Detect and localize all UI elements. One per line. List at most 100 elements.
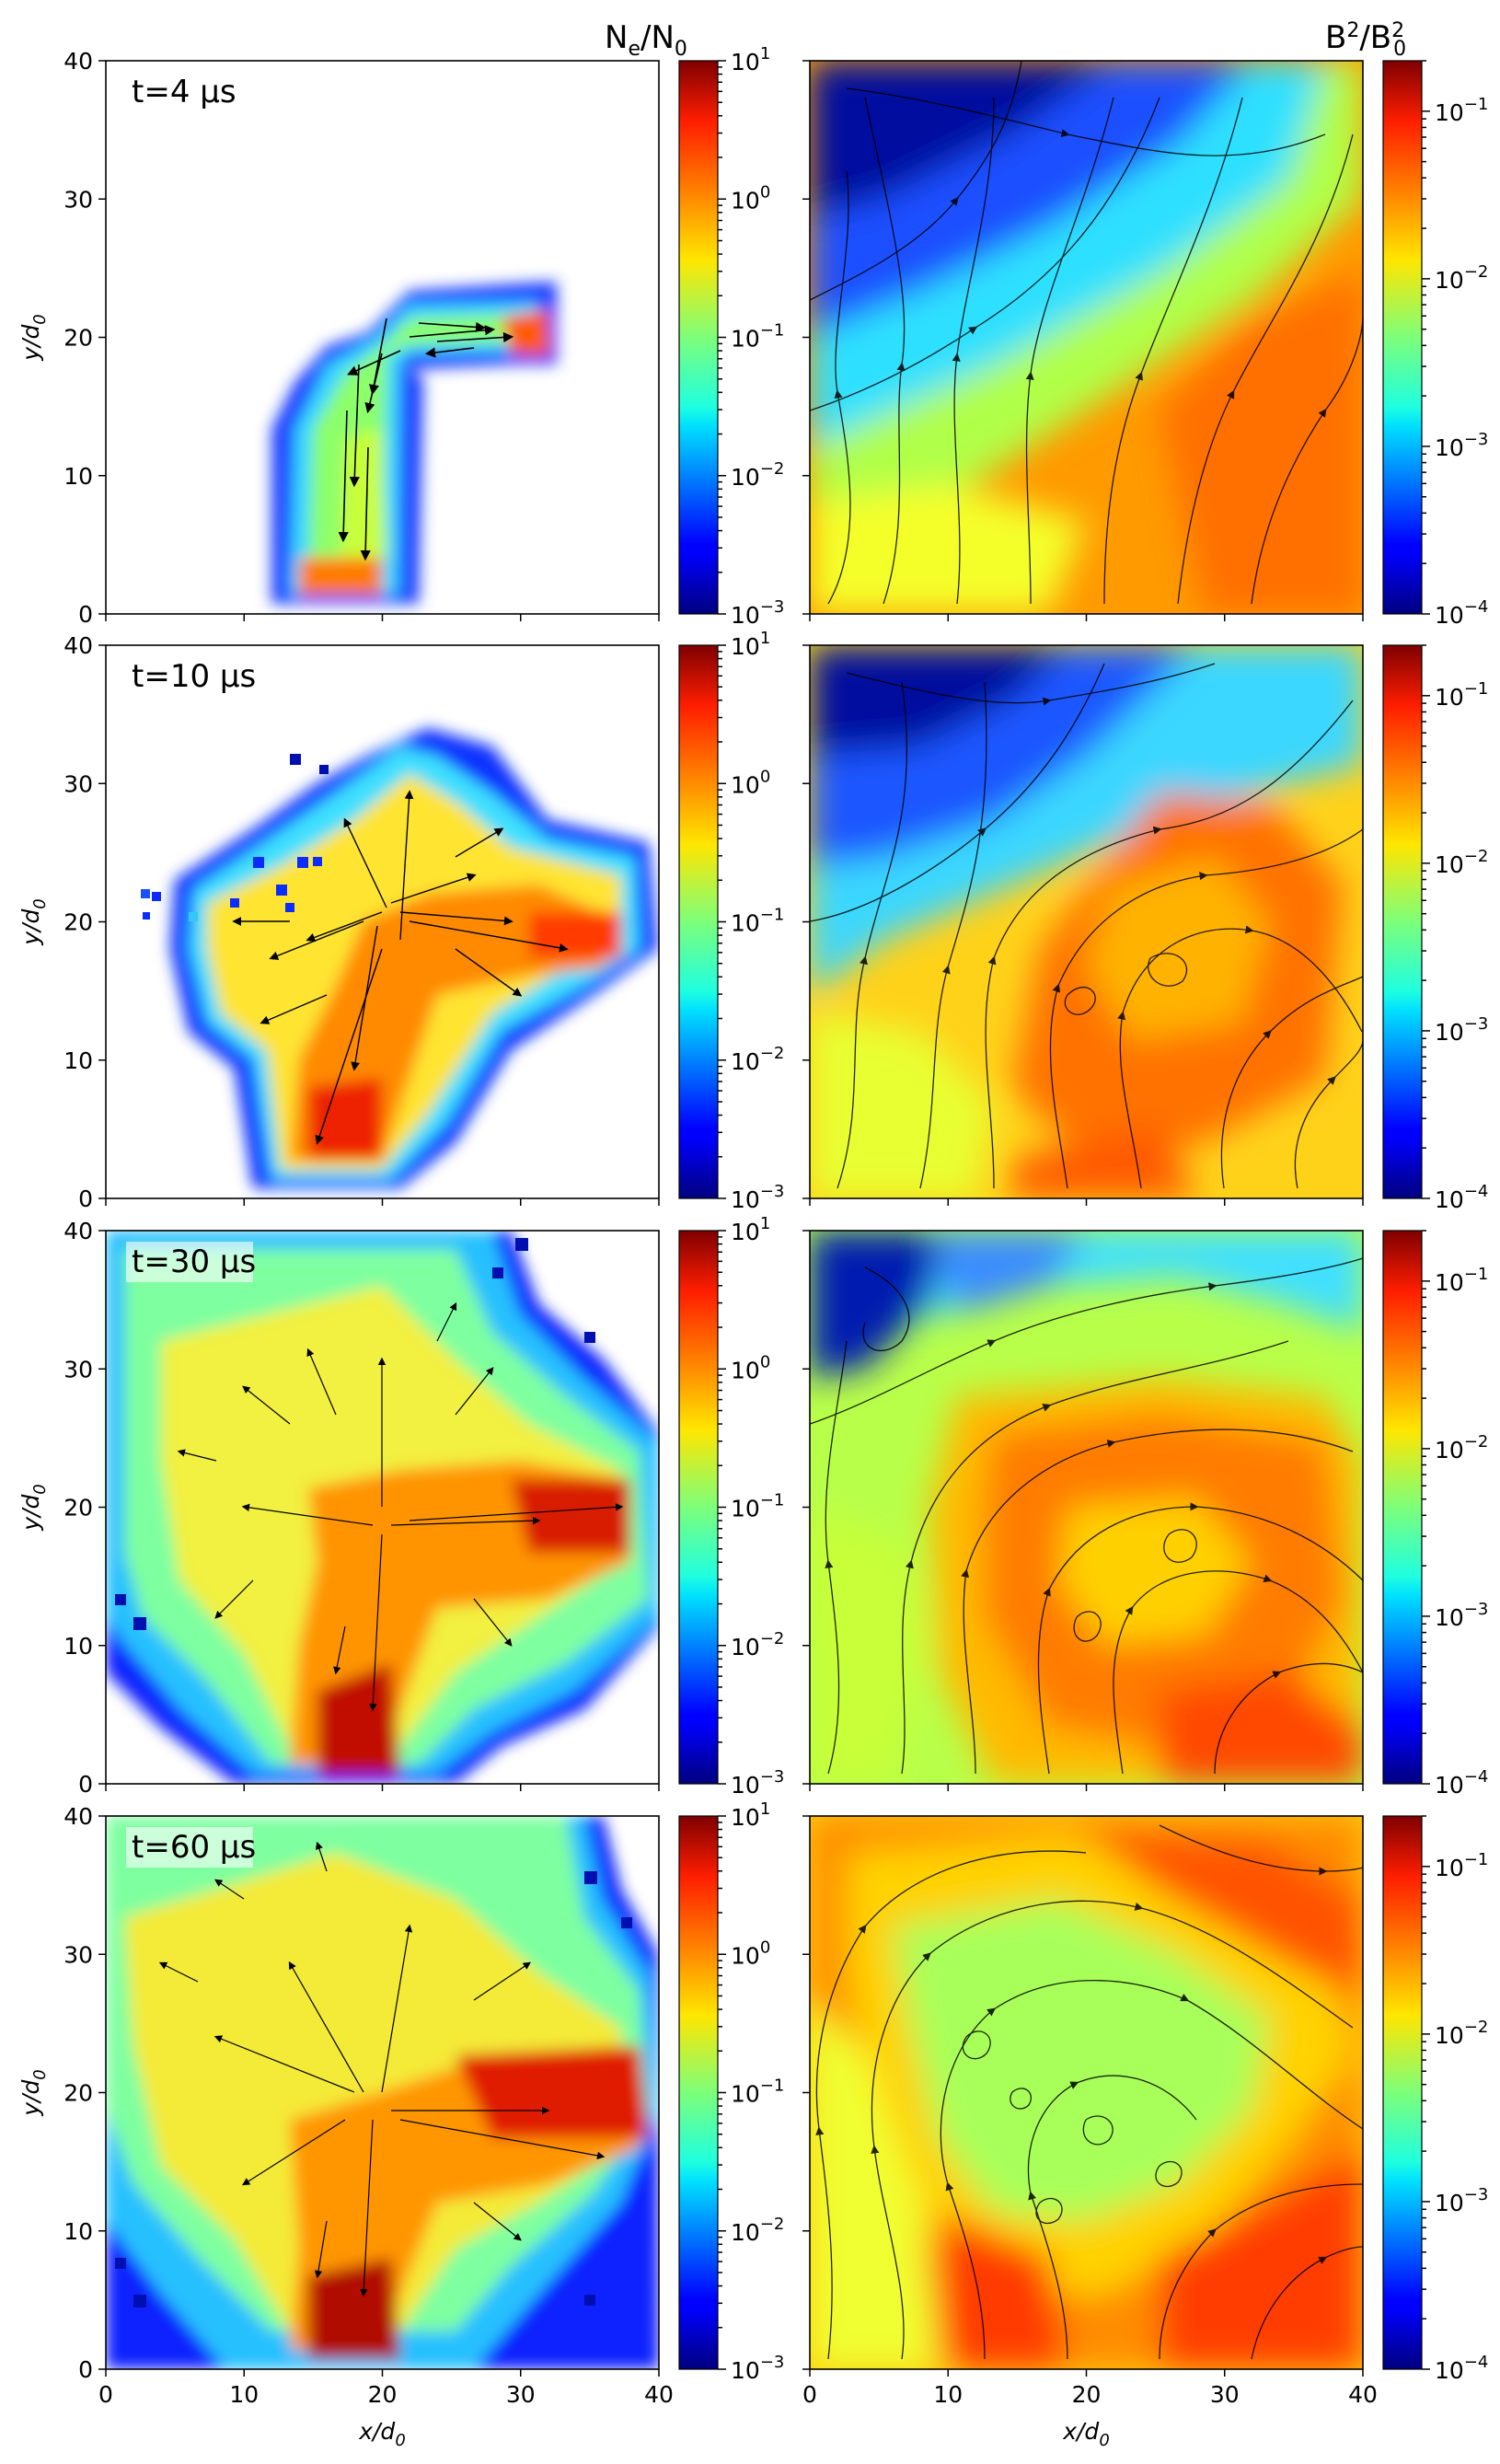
colorbar-tick-label: 100	[731, 1352, 770, 1383]
colorbar-tick-label: 10−1	[731, 906, 784, 937]
colorbar-tick-label: 10−2	[1435, 2018, 1488, 2049]
magnetic-colorbar-row-3	[1382, 1230, 1423, 1785]
colorbar-tick-label: 10−1	[1435, 1850, 1488, 1881]
y-tick-label: 30	[63, 1356, 93, 1382]
density-colorbar-row-1	[678, 60, 719, 615]
colorbar-tick-label: 100	[731, 767, 770, 798]
density-colorbar-row-2	[678, 644, 719, 1199]
colorbar-tick-label: 10−3	[731, 1767, 784, 1799]
colorbar-tick-label: 101	[731, 1799, 770, 1831]
colorbar-tick-label: 100	[731, 1938, 770, 1969]
colorbar-tick-label: 100	[731, 182, 770, 214]
row-4: t=60 μs	[105, 1815, 1423, 2370]
y-tick-label: 40	[63, 1218, 93, 1244]
velocity-arrows-row-4	[158, 1841, 606, 2297]
y-tick-label: 20	[63, 909, 93, 936]
colorbar-tick-label: 10−3	[1435, 1600, 1488, 1631]
magnetic-panel-row-4	[809, 1815, 1364, 2370]
density-panel-row-3: t=30 μs	[105, 1230, 660, 1785]
y-tick-label: 0	[78, 1186, 93, 1212]
row-3: t=30 μs	[105, 1230, 1423, 1785]
y-tick-label: 40	[63, 1803, 93, 1830]
y-tick-label: 40	[63, 632, 93, 659]
y-tick-label: 0	[78, 601, 93, 628]
y-axis-label: y/d0	[17, 2069, 50, 2117]
x-axis-label: x/d0	[1062, 2418, 1110, 2450]
colorbar-tick-label: 10−1	[1435, 95, 1488, 126]
y-tick-label: 10	[63, 1047, 93, 1074]
time-label-row-4: t=60 μs	[132, 1829, 256, 1866]
colorbar-tick-label: 10−1	[1435, 1265, 1488, 1296]
colorbar-tick-label: 10−2	[1435, 1432, 1488, 1463]
field-streamlines-row-1	[809, 60, 1364, 605]
x-tick-label: 30	[1210, 2381, 1240, 2408]
y-tick-label: 20	[63, 2080, 93, 2107]
density-heatmap-row-2	[141, 728, 658, 1188]
y-tick-label: 10	[63, 2218, 93, 2245]
x-tick-label: 40	[1348, 2381, 1378, 2408]
y-tick-label: 20	[63, 1495, 93, 1521]
x-tick-label: 20	[368, 2381, 398, 2408]
colorbar-tick-label: 10−3	[731, 2353, 784, 2384]
y-axis-label: y/d0	[17, 898, 50, 946]
field-streamlines-row-3	[809, 1257, 1364, 1775]
time-label-row-3: t=30 μs	[132, 1244, 256, 1280]
y-tick-label: 30	[63, 1941, 93, 1968]
magnetic-panel-row-1	[809, 60, 1364, 615]
y-tick-label: 40	[63, 48, 93, 75]
colorbar-tick-label: 101	[731, 1214, 770, 1245]
y-tick-label: 10	[63, 463, 93, 490]
y-tick-label: 30	[63, 186, 93, 213]
colorbar-tick-label: 10−3	[1435, 430, 1488, 461]
colorbar-tick-label: 10−2	[1435, 847, 1488, 878]
magnetic-colorbar-title: B2/B2 0	[1325, 19, 1406, 61]
magnetic-heatmap-row-3	[810, 1231, 1363, 1784]
y-axis-label: y/d0	[17, 1484, 50, 1532]
colorbar-tick-label: 10−1	[731, 1491, 784, 1522]
colorbar-tick-label: 10−2	[731, 459, 784, 491]
x-tick-label: 30	[506, 2381, 536, 2408]
colorbar-tick-label: 101	[731, 44, 770, 75]
colorbar-tick-label: 10−4	[1435, 1767, 1488, 1799]
colorbar-tick-label: 10−1	[1435, 679, 1488, 711]
x-tick-label: 0	[98, 2381, 113, 2408]
colorbar-tick-label: 10−2	[731, 2215, 784, 2246]
density-colorbar-row-3	[678, 1230, 719, 1785]
axes-layer: 010203040y/d010110010−110−210−310−110−21…	[17, 44, 1488, 2450]
magnetic-panel-row-3	[809, 1230, 1364, 1785]
y-axis-label: y/d0	[17, 314, 50, 362]
colorbar-tick-label: 10−3	[1435, 2185, 1488, 2216]
row-1: t=4 μs	[105, 60, 1423, 615]
density-colorbar-title: Ne/N0	[605, 19, 687, 61]
colorbar-tick-label: 10−4	[1435, 2353, 1488, 2384]
colorbar-tick-label: 101	[731, 629, 770, 660]
y-tick-label: 10	[63, 1633, 93, 1660]
x-tick-label: 10	[229, 2381, 259, 2408]
magnetic-panel-row-2	[809, 644, 1364, 1199]
density-heatmap-row-4	[106, 1816, 659, 2369]
density-panel-row-2: t=10 μs	[105, 644, 660, 1199]
colorbar-tick-label: 10−3	[731, 597, 784, 629]
velocity-arrows-row-1	[338, 318, 514, 561]
ejecta-clumps-row-2	[141, 754, 329, 921]
magnetic-heatmap-row-1	[810, 61, 1363, 614]
time-label-row-2: t=10 μs	[132, 658, 256, 695]
colorbar-tick-label: 10−4	[1435, 597, 1488, 629]
magnetic-colorbar-row-4	[1382, 1815, 1423, 2370]
magnetic-heatmap-row-2	[810, 645, 1363, 1198]
y-tick-label: 0	[78, 1771, 93, 1798]
colorbar-tick-label: 10−3	[731, 1182, 784, 1213]
magnetic-colorbar-row-1	[1382, 60, 1423, 615]
colorbar-tick-label: 10−2	[731, 1629, 784, 1660]
x-tick-label: 10	[933, 2381, 963, 2408]
field-streamlines-row-2	[809, 663, 1364, 1189]
x-tick-label: 40	[644, 2381, 674, 2408]
field-streamlines-row-4	[815, 1824, 1364, 2360]
density-panel-row-1: t=4 μs	[105, 60, 660, 615]
y-tick-label: 0	[78, 2356, 93, 2383]
ejecta-clumps-row-3	[115, 1238, 595, 1630]
colorbar-tick-label: 10−2	[731, 1044, 784, 1075]
y-tick-label: 30	[63, 770, 93, 797]
density-colorbar-row-4	[678, 1815, 719, 2370]
